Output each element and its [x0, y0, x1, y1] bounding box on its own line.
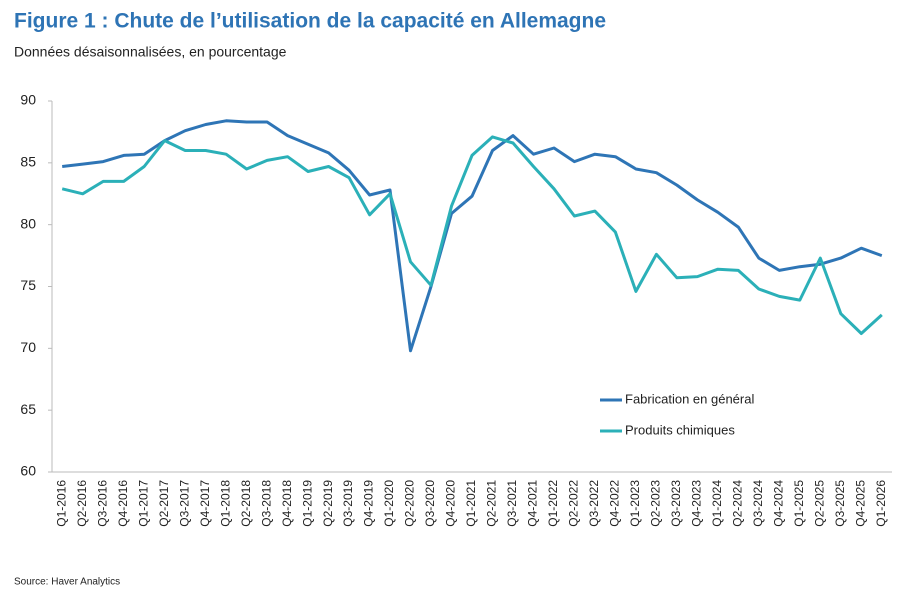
x-tick-label: Q3-2018 — [259, 480, 273, 527]
x-tick-label: Q3-2025 — [833, 480, 847, 527]
source: Source: Haver Analytics — [14, 577, 120, 588]
x-tick-label: Q2-2020 — [403, 480, 417, 527]
x-tick-label: Q3-2017 — [177, 480, 191, 527]
y-tick-label: 65 — [20, 401, 36, 417]
series-line — [62, 119, 883, 353]
x-tick-label: Q2-2023 — [649, 480, 663, 527]
chart-title: Figure 1 : Chute de l’utilisation de la … — [14, 10, 606, 33]
x-tick-label: Q3-2023 — [669, 480, 683, 527]
x-tick-label: Q1-2018 — [218, 480, 232, 527]
x-tick-label: Q2-2016 — [75, 480, 89, 527]
x-tick-label: Q4-2023 — [690, 480, 704, 527]
x-tick-label: Q4-2024 — [771, 480, 785, 527]
x-tick-label: Q3-2020 — [423, 480, 437, 527]
x-tick-label: Q2-2017 — [157, 480, 171, 527]
x-tick-label: Q1-2025 — [792, 480, 806, 527]
legend-label: Fabrication en général — [625, 391, 754, 406]
x-tick-label: Q1-2019 — [300, 480, 314, 527]
x-tick-label: Q1-2016 — [54, 480, 68, 527]
x-tick-label: Q4-2020 — [444, 480, 458, 527]
x-tick-label: Q4-2022 — [608, 480, 622, 527]
x-tick-label: Q3-2024 — [751, 480, 765, 527]
x-tick-label: Q3-2019 — [341, 480, 355, 527]
y-tick-label: 60 — [20, 463, 36, 479]
x-tick-label: Q4-2016 — [116, 480, 130, 527]
y-tick-label: 90 — [20, 92, 36, 108]
x-tick-label: Q1-2022 — [546, 480, 560, 527]
x-tick-label: Q1-2020 — [382, 480, 396, 527]
x-tick-label: Q4-2018 — [280, 480, 294, 527]
x-tick-label: Q1-2017 — [136, 480, 150, 527]
x-tick-label: Q1-2023 — [628, 480, 642, 527]
x-tick-label: Q3-2021 — [505, 480, 519, 527]
x-tick-label: Q1-2024 — [710, 480, 724, 527]
x-tick-label: Q1-2021 — [464, 480, 478, 527]
y-tick-label: 75 — [20, 277, 36, 293]
y-tick-label: 85 — [20, 154, 36, 170]
x-tick-label: Q2-2021 — [485, 480, 499, 527]
x-tick-label: Q4-2025 — [853, 480, 867, 527]
x-tick-label: Q1-2026 — [874, 480, 888, 527]
x-tick-label: Q4-2017 — [198, 480, 212, 527]
x-tick-label: Q4-2019 — [362, 480, 376, 527]
y-tick-label: 70 — [20, 339, 36, 355]
x-tick-label: Q3-2022 — [587, 480, 601, 527]
y-tick-label: 80 — [20, 215, 36, 231]
x-tick-label: Q3-2016 — [95, 480, 109, 527]
x-tick-label: Q4-2021 — [526, 480, 540, 527]
x-tick-label: Q2-2018 — [239, 480, 253, 527]
chart-subtitle: Données désaisonnalisées, en pourcentage — [14, 44, 287, 60]
legend-label: Produits chimiques — [625, 422, 735, 437]
series-line — [61, 135, 883, 335]
x-tick-label: Q2-2019 — [321, 480, 335, 527]
x-tick-label: Q2-2024 — [731, 480, 745, 527]
x-tick-label: Q2-2022 — [567, 480, 581, 527]
x-tick-label: Q2-2025 — [812, 480, 826, 527]
